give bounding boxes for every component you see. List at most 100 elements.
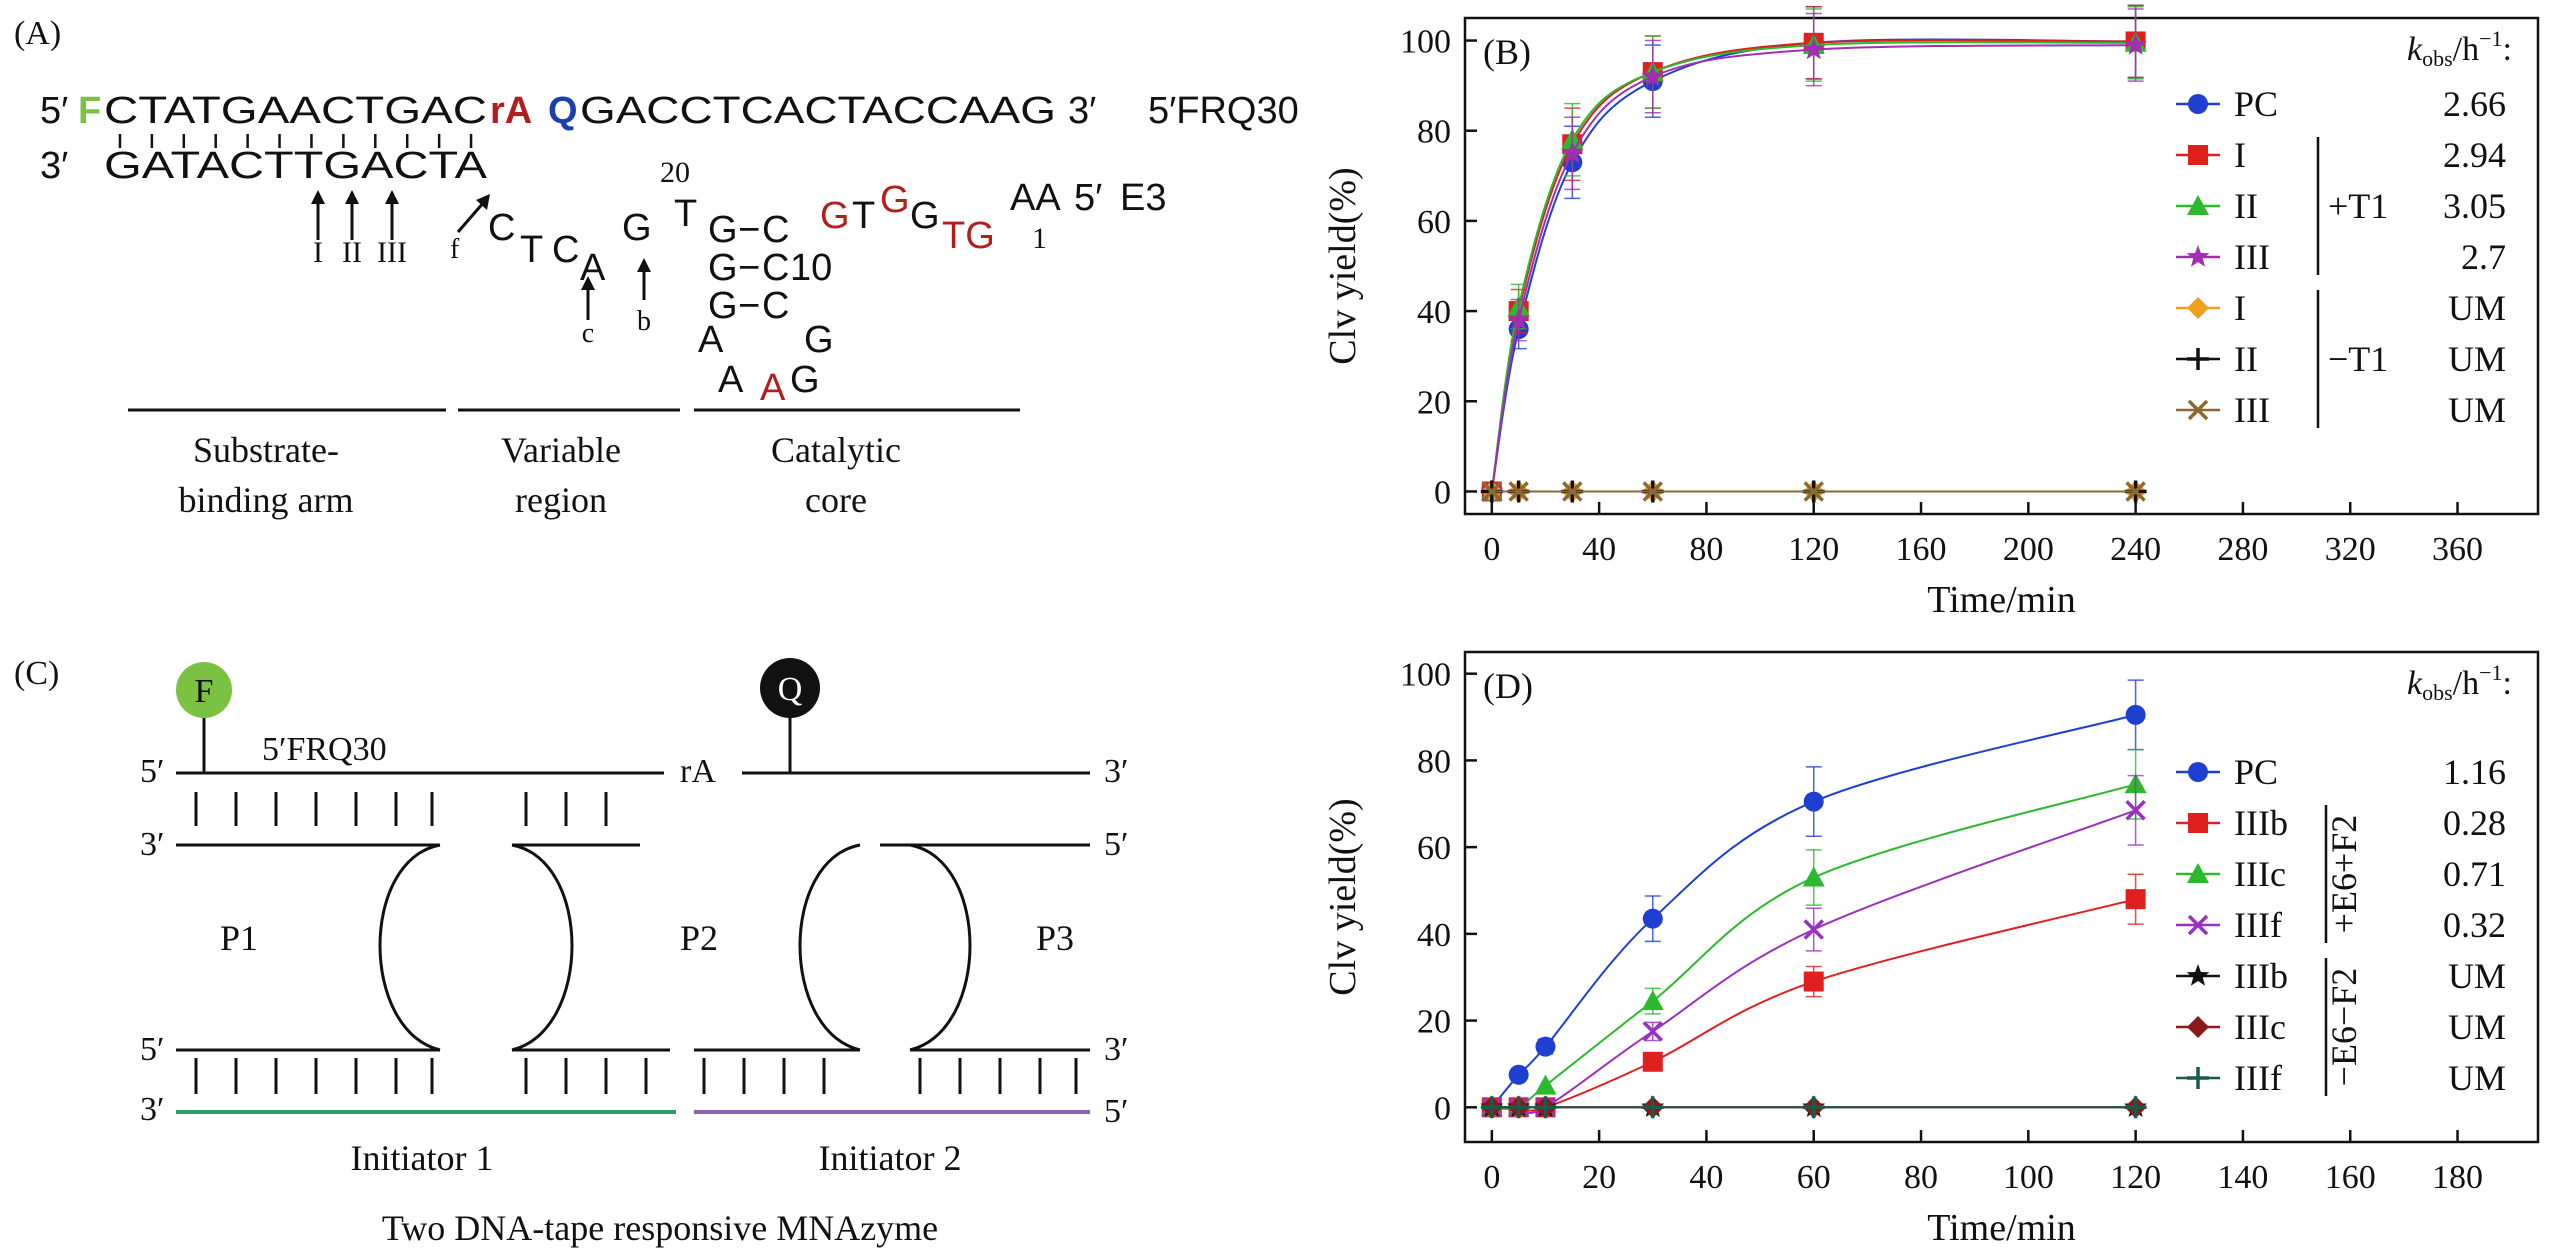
initiator-1-label: Initiator 1 (351, 1138, 494, 1178)
var-C1: C (488, 207, 515, 249)
data-point-III (1508, 481, 1529, 502)
position-20: 20 (660, 156, 690, 189)
marker-I: I (313, 236, 323, 269)
c-pairing-ticks-top (194, 792, 608, 826)
data-point-IIIf (1642, 1021, 1664, 1042)
legend-marker-IIIc (2187, 863, 2209, 883)
panel-a-label: (A) (14, 15, 61, 52)
var-C2: C (552, 229, 579, 271)
legend-name: IIIb (2234, 956, 2288, 996)
x-axis-label: Time/min (1927, 1207, 2076, 1249)
legend-marker-IIIb (2188, 813, 2208, 833)
enzyme-lower-5prime: 5′ (140, 1031, 164, 1068)
strand-name-label: 5′FRQ30 (1148, 90, 1299, 132)
legend-name: PC (2234, 752, 2278, 792)
legend-kobs: 0.71 (2443, 854, 2506, 894)
marker-c: c (582, 318, 594, 349)
x-tick-label: 140 (2217, 1159, 2268, 1196)
y-axis-label: Clv yield(%) (1322, 167, 1364, 364)
arrowhead-b (637, 258, 651, 272)
series-line-II (1490, 41, 2136, 492)
legend-marker-IIIb (2186, 964, 2210, 986)
marker-II: II (342, 236, 362, 269)
arrowhead-c (581, 276, 595, 290)
initiator-3prime: 3′ (140, 1091, 164, 1128)
y-tick-label: 60 (1417, 204, 1451, 241)
core-C-2: C (762, 247, 789, 289)
legend-kobs: 2.94 (2443, 135, 2506, 175)
plot-frame (1463, 16, 2540, 516)
data-point-IIIb (1803, 971, 1824, 992)
legend-name: IIIc (2234, 1007, 2286, 1047)
fluorophore-letter: F (195, 673, 214, 710)
quencher-letter: Q (778, 671, 803, 708)
legend-kobs: 3.05 (2443, 186, 2506, 226)
kobs-unit: /h (2453, 665, 2479, 702)
x-axis-label: Time/min (1927, 579, 2076, 621)
legend-name: III (2234, 237, 2270, 277)
data-point-PC (1508, 1064, 1529, 1085)
quencher-circle (760, 658, 820, 718)
position-1: 1 (1032, 222, 1047, 255)
panel-c-caption: Two DNA-tape responsive MNAzyme (382, 1208, 938, 1248)
ribo-adenosine: rA (490, 90, 532, 132)
arrowhead-III (385, 190, 399, 204)
data-point-IIIf (2125, 800, 2146, 821)
legend-kobs: UM (2448, 339, 2506, 379)
arrows-I-II-III (311, 190, 399, 240)
loop-A3: A (760, 367, 786, 409)
kobs-sub: obs (2422, 46, 2453, 71)
data-point-IIIb (2125, 889, 2146, 910)
legend-name: I (2234, 288, 2246, 328)
panel-a: (A) 5′ F CTATGAACTGAC rA Q GACCTCACTACCA… (14, 15, 1299, 520)
enzyme-upper-5prime: 5′ (1104, 826, 1128, 863)
legend-kobs: 2.66 (2443, 84, 2506, 124)
group-label: −E6−F2 (2324, 968, 2364, 1087)
x-tick-label: 20 (1582, 1159, 1616, 1196)
region-catalytic-l1: Catalytic (771, 430, 901, 470)
label-P1: P1 (220, 918, 258, 958)
data-point-PC (1803, 791, 1824, 812)
e3-label: E3 (1120, 177, 1166, 219)
top-strand-3prime: 3′ (1068, 90, 1096, 132)
data-point-III (1641, 64, 1665, 87)
position-10: 10 (790, 247, 832, 289)
legend-name: IIIf (2234, 1058, 2282, 1098)
region-variable-l2: region (515, 480, 607, 520)
kobs-sup: −1 (2479, 660, 2502, 685)
c-pairing-ticks-bottom (194, 1058, 1078, 1094)
data-point-III (1560, 141, 1584, 163)
group-label: +E6+F2 (2324, 815, 2364, 934)
data-point-III (2124, 33, 2147, 55)
data-point-IIIf (2124, 1096, 2147, 1119)
data-point-IIIc (1802, 866, 1825, 887)
quencher-Q: Q (548, 90, 578, 132)
x-tick-label: 200 (2003, 531, 2054, 568)
legend-marker-II (2187, 348, 2209, 370)
arrowhead-II (345, 190, 359, 204)
x-tick-label: 160 (2325, 1159, 2376, 1196)
legend-name: III (2234, 390, 2270, 430)
top-strand-5prime: 5′ (40, 90, 68, 132)
x-tick-label: 60 (1797, 1159, 1831, 1196)
core-G-2: G (708, 247, 738, 289)
y-tick-label: 0 (1434, 474, 1451, 511)
data-point-III (1642, 481, 1664, 502)
panel-c-label: (C) (14, 655, 59, 692)
plot-frame (1463, 650, 2540, 1144)
arm-G: G (910, 195, 940, 237)
panel-label: (D) (1483, 666, 1533, 706)
y-axis-label: Clv yield(%) (1322, 798, 1364, 995)
legend-marker-IIIf (2187, 1067, 2209, 1089)
legend-name: IIIf (2234, 905, 2282, 945)
core-G-1: G (708, 209, 738, 251)
x-tick-label: 320 (2325, 531, 2376, 568)
legend-name: II (2234, 186, 2258, 226)
legend-kobs: UM (2448, 288, 2506, 328)
y-tick-label: 80 (1417, 114, 1451, 151)
kobs-sub: obs (2422, 680, 2453, 705)
label-P3: P3 (1036, 918, 1074, 958)
arrowhead-f (476, 194, 490, 210)
data-point-III (1507, 308, 1531, 330)
